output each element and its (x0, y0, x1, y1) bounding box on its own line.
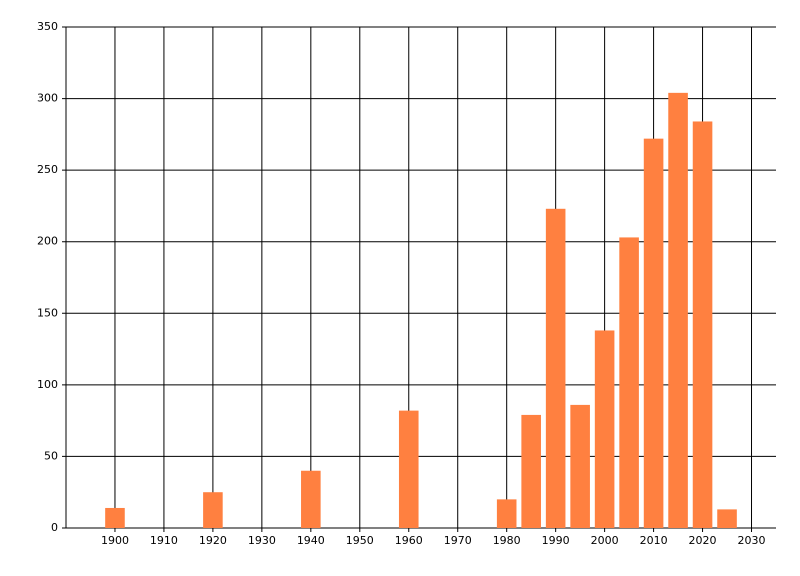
y-tick-label: 0 (51, 521, 58, 534)
x-tick-label: 1910 (150, 534, 178, 547)
x-tick-label: 2010 (640, 534, 668, 547)
y-tick-label: 50 (44, 449, 58, 462)
y-tick-label: 350 (37, 20, 58, 33)
bar (521, 414, 541, 528)
y-tick-label: 250 (37, 163, 58, 176)
bar (643, 138, 664, 528)
bar (301, 470, 321, 528)
x-tick-label: 2000 (591, 534, 619, 547)
bar (570, 404, 590, 528)
x-tick-label: 1970 (444, 534, 472, 547)
bar (619, 237, 639, 529)
x-tick-label: 1940 (297, 534, 325, 547)
x-tick-label: 1930 (248, 534, 276, 547)
bar (717, 509, 737, 528)
bar (668, 92, 688, 529)
y-tick-label: 150 (37, 306, 58, 319)
bar (203, 492, 223, 528)
bar (105, 507, 125, 528)
bar (692, 121, 713, 528)
bar (398, 410, 419, 528)
x-tick-label: 2030 (738, 534, 766, 547)
x-tick-label: 1950 (346, 534, 374, 547)
x-tick-label: 1920 (199, 534, 227, 547)
x-tick-label: 1900 (101, 534, 129, 547)
x-tick-label: 2020 (689, 534, 717, 547)
y-tick-label: 300 (37, 92, 58, 105)
bar (496, 499, 517, 528)
bar (594, 330, 615, 528)
y-tick-label: 200 (37, 235, 58, 248)
x-tick-label: 1990 (542, 534, 570, 547)
x-tick-label: 1980 (493, 534, 521, 547)
bar (545, 208, 566, 528)
x-tick-label: 1960 (395, 534, 423, 547)
y-tick-label: 100 (37, 378, 58, 391)
